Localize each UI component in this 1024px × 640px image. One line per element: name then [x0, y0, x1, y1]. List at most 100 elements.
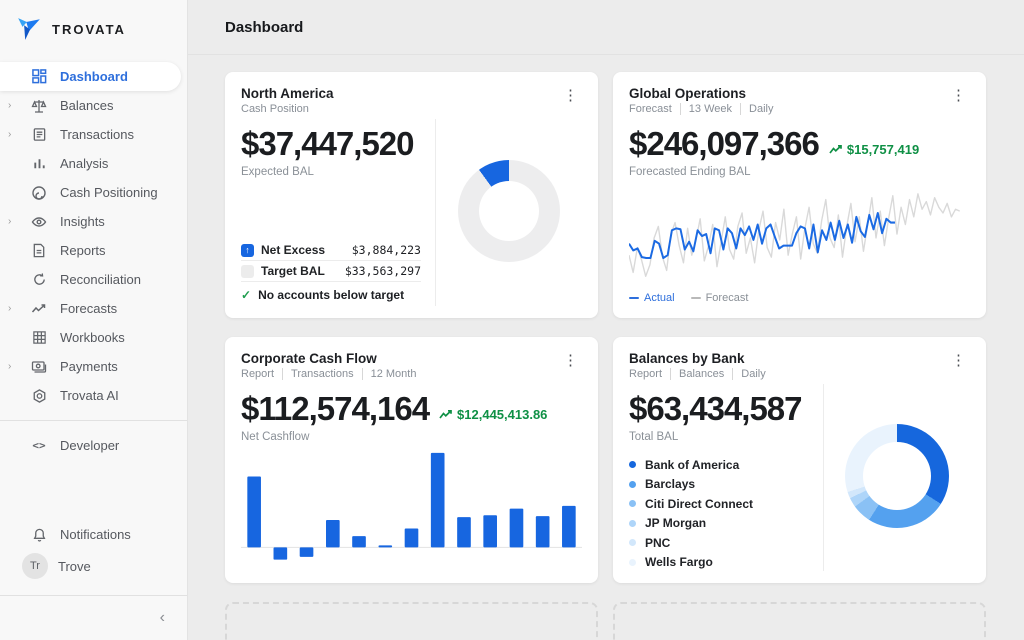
expand-chevron-icon[interactable]: › — [8, 129, 12, 140]
bank-name: PNC — [645, 535, 671, 550]
sidebar-item-label: Notifications — [60, 527, 131, 542]
sidebar-item-trovata-ai[interactable]: Trovata AI — [0, 381, 181, 410]
meta-item: Report — [629, 368, 663, 380]
page-title: Dashboard — [225, 18, 304, 36]
cash-position-stats: ↑ Net Excess $3,884,223 Target BAL $33,5… — [241, 240, 429, 306]
collapse-sidebar-icon[interactable]: ‹ — [159, 609, 165, 626]
sidebar-item-cash-positioning[interactable]: Cash Positioning — [0, 178, 181, 207]
actual-line-series — [629, 211, 895, 260]
placeholder-widget[interactable] — [225, 602, 598, 640]
sidebar-item-payments[interactable]: › Payments — [0, 352, 181, 381]
expand-chevron-icon[interactable]: › — [8, 303, 12, 314]
card-title: Global Operations — [629, 86, 747, 101]
amount-label: Forecasted Ending BAL — [629, 166, 751, 178]
card-menu-kebab-icon[interactable]: ⋮ — [951, 352, 966, 369]
sidebar-item-balances[interactable]: › Balances — [0, 91, 181, 120]
meta-item: Forecast — [629, 103, 672, 115]
status-row: ✓ No accounts below target — [241, 284, 421, 306]
legend-dot-icon — [629, 480, 636, 488]
total-balance-amount: $63,434,587 — [629, 390, 803, 427]
developer-code-icon: <> — [32, 439, 46, 452]
bank-legend-item: Citi Direct Connect — [629, 494, 817, 514]
expand-chevron-icon[interactable]: › — [8, 361, 12, 372]
bank-legend-item: Bank of America — [629, 455, 817, 475]
workbooks-grid-icon — [30, 329, 48, 347]
page-header: Dashboard — [188, 0, 1024, 55]
expected-balance-amount: $37,447,520 — [241, 125, 415, 162]
legend-dash-icon — [690, 297, 701, 299]
amount-label: Net Cashflow — [241, 431, 310, 443]
placeholder-widget[interactable] — [613, 602, 986, 640]
forecasted-ending-balance-amount: $246,097,366 — [629, 125, 820, 162]
delta-badge: $12,445,413.86 — [439, 407, 547, 422]
meta-item: Report — [241, 368, 275, 380]
card-divider — [435, 119, 436, 306]
bank-legend-item: JP Morgan — [629, 514, 817, 534]
reconciliation-sync-icon — [30, 271, 48, 289]
delta-badge: $15,757,419 — [829, 142, 919, 157]
sidebar-item-developer[interactable]: <> Developer — [0, 431, 181, 460]
brand-logo: TROVATA — [0, 0, 187, 56]
expand-chevron-icon[interactable]: › — [8, 216, 12, 227]
amount-label: Total BAL — [629, 431, 679, 443]
sidebar-item-label: Reports — [60, 243, 106, 258]
sidebar-collapse-row: ‹ — [0, 596, 187, 640]
reports-icon — [30, 242, 48, 260]
sidebar-item-label: Developer — [60, 438, 120, 453]
expand-chevron-icon[interactable]: › — [8, 100, 12, 111]
trovata-logo-icon — [18, 18, 40, 40]
bank-legend-item: Barclays — [629, 475, 817, 495]
card-meta: Report Balances Daily — [629, 368, 766, 380]
sidebar-item-forecasts[interactable]: › Forecasts — [0, 294, 181, 323]
legend-label: Forecast — [705, 292, 749, 304]
bank-name: Citi Direct Connect — [645, 496, 754, 511]
sidebar-item-dashboard[interactable]: Dashboard — [0, 62, 181, 91]
legend-dot-icon — [629, 519, 636, 527]
stat-value: $3,884,223 — [351, 243, 421, 257]
sidebar-item-insights[interactable]: › Insights — [0, 207, 181, 236]
sidebar-item-reconciliation[interactable]: Reconciliation — [0, 265, 181, 294]
card-north-america: North America Cash Position ⋮ $37,447,52… — [225, 72, 598, 318]
stat-row-net-excess: ↑ Net Excess $3,884,223 — [241, 240, 421, 261]
cashflow-bar-chart — [241, 447, 582, 571]
forecast-line-series — [629, 193, 961, 277]
legend-item-forecast: Forecast — [690, 292, 749, 304]
card-menu-kebab-icon[interactable]: ⋮ — [563, 352, 578, 369]
transactions-icon — [30, 126, 48, 144]
meta-item: 13 Week — [679, 103, 732, 115]
bank-legend-item: Wells Fargo — [629, 553, 817, 573]
sidebar-item-workbooks[interactable]: Workbooks — [0, 323, 181, 352]
sidebar-item-label: Trove — [58, 558, 91, 574]
legend-dot-icon — [629, 558, 636, 566]
sidebar-item-analysis[interactable]: Analysis — [0, 149, 181, 178]
trend-up-icon — [439, 409, 452, 419]
card-title: North America — [241, 86, 334, 101]
sidebar-item-transactions[interactable]: › Transactions — [0, 120, 181, 149]
card-balances-by-bank: Balances by Bank Report Balances Daily ⋮… — [613, 337, 986, 583]
trovata-ai-icon — [30, 387, 48, 405]
sidebar-item-label: Insights — [60, 214, 105, 229]
card-subtitle: Cash Position — [241, 103, 309, 115]
bank-name: JP Morgan — [645, 516, 707, 531]
forecast-line-chart — [629, 182, 970, 288]
bank-name: Barclays — [645, 477, 696, 492]
card-menu-kebab-icon[interactable]: ⋮ — [951, 87, 966, 104]
sidebar-item-label: Workbooks — [60, 330, 125, 345]
sidebar-item-profile[interactable]: Tr Trove — [0, 549, 181, 583]
sidebar-item-label: Payments — [60, 359, 118, 374]
meta-item: Daily — [740, 103, 773, 115]
sidebar-item-notifications[interactable]: Notifications — [0, 520, 181, 549]
meta-item: Transactions — [282, 368, 354, 380]
card-title: Corporate Cash Flow — [241, 351, 377, 366]
card-global-operations: Global Operations Forecast 13 Week Daily… — [613, 72, 986, 318]
net-cashflow-amount: $112,574,164 — [241, 390, 430, 427]
stat-row-target-bal: Target BAL $33,563,297 — [241, 261, 421, 282]
forecasts-trend-icon — [30, 300, 48, 318]
sidebar-item-label: Forecasts — [60, 301, 118, 316]
card-menu-kebab-icon[interactable]: ⋮ — [563, 87, 578, 104]
bank-name: Wells Fargo — [645, 555, 713, 570]
stat-label: Net Excess — [261, 243, 326, 257]
sidebar-item-reports[interactable]: Reports — [0, 236, 181, 265]
card-meta: Forecast 13 Week Daily — [629, 103, 773, 115]
sidebar-item-label: Transactions — [60, 127, 134, 142]
